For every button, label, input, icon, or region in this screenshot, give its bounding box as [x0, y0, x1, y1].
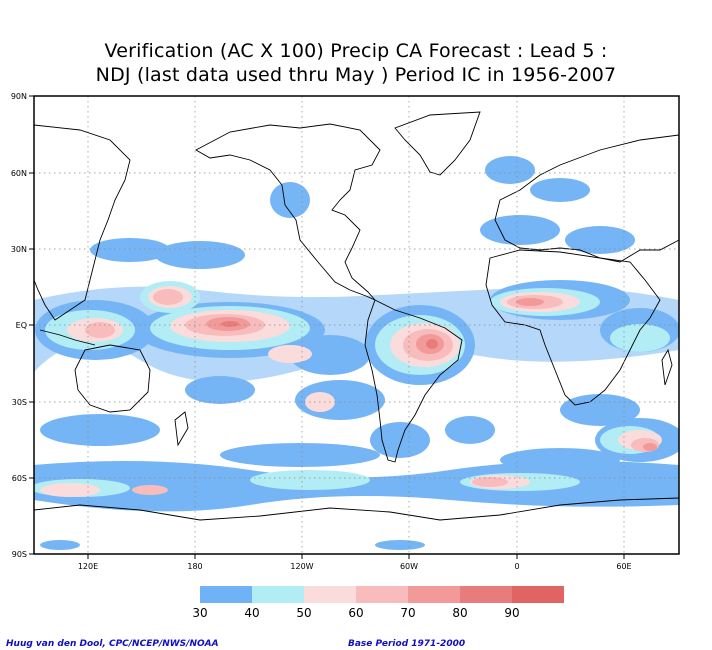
lat-tick-label: 60S: [12, 474, 27, 483]
graticule: [34, 96, 679, 554]
lat-tick-label: 90N: [11, 92, 27, 101]
legend-label: 70: [400, 606, 415, 620]
legend-swatch-30-40: [200, 586, 252, 603]
lat-tick-label: EQ: [16, 321, 27, 330]
legend-swatch-90-plus: [512, 586, 564, 603]
lon-tick-label: 120E: [78, 562, 98, 571]
lat-tick-label: 60N: [11, 169, 27, 178]
lon-tick-label: 120W: [290, 562, 313, 571]
coastlines: [34, 111, 679, 521]
lat-tick-label: 30N: [11, 245, 27, 254]
legend-swatch-80-90: [460, 586, 512, 603]
color-legend: 30 40 50 60 70 80 90: [192, 586, 564, 620]
skill-field: [34, 156, 679, 550]
lon-tick-label: 60W: [400, 562, 418, 571]
map-title-line-2: NDJ (last data used thru May ) Period IC…: [95, 64, 617, 86]
lon-tick-label: 60E: [616, 562, 631, 571]
lat-tick-label: 30S: [12, 398, 27, 407]
legend-swatch-70-80: [408, 586, 460, 603]
legend-swatch-50-60: [304, 586, 356, 603]
legend-label: 40: [244, 606, 259, 620]
legend-swatch-60-70: [356, 586, 408, 603]
base-period-note: Base Period 1971-2000: [348, 639, 466, 649]
legend-swatch-40-50: [252, 586, 304, 603]
legend-label: 90: [504, 606, 519, 620]
legend-label: 80: [452, 606, 467, 620]
lon-tick-label: 0: [514, 562, 519, 571]
legend-label: 30: [192, 606, 207, 620]
legend-label: 50: [296, 606, 311, 620]
legend-label: 60: [348, 606, 363, 620]
map-title-line-1: Verification (AC X 100) Precip CA Foreca…: [104, 40, 608, 62]
author-credit: Huug van den Dool, CPC/NCEP/NWS/NOAA: [6, 639, 219, 649]
lon-tick-label: 180: [187, 562, 202, 571]
lat-tick-label: 90S: [12, 550, 27, 559]
